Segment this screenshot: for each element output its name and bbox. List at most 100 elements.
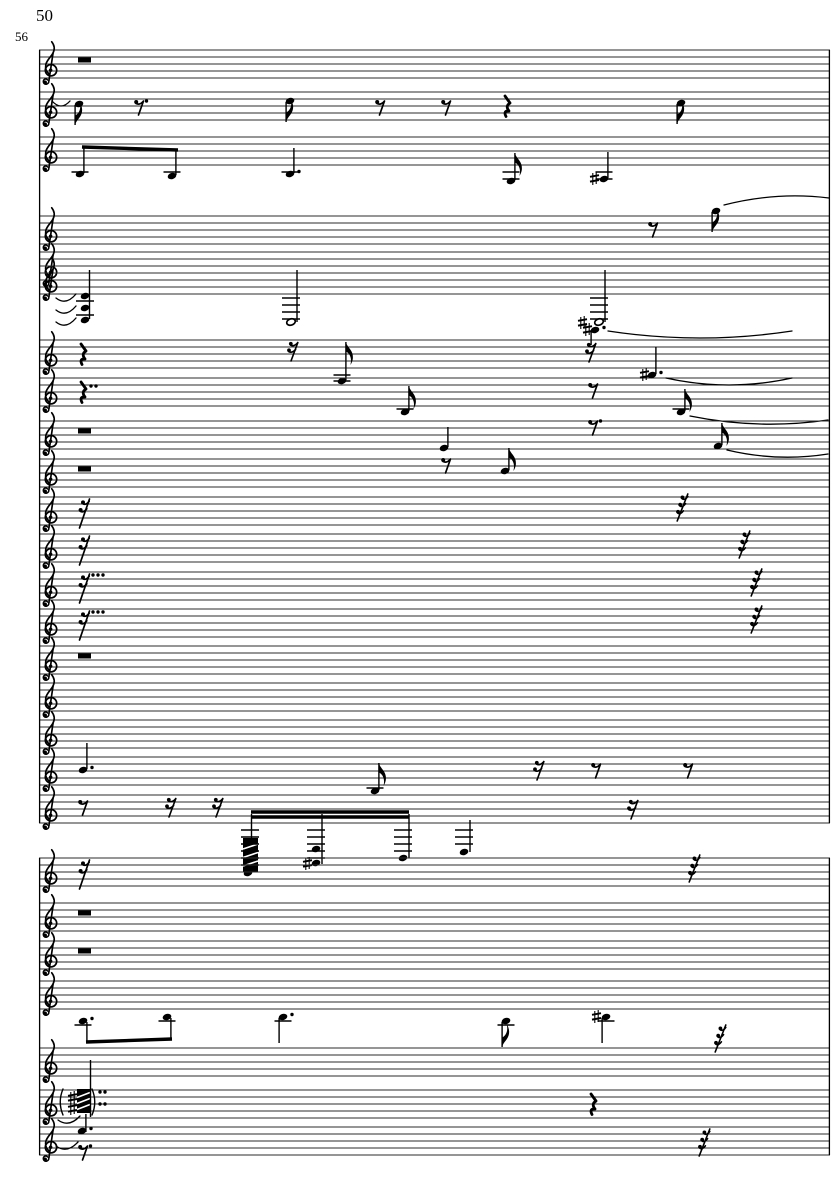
notehead <box>167 172 177 180</box>
staff-lines <box>39 902 830 932</box>
staff-lines <box>39 645 830 675</box>
circle <box>78 1145 83 1149</box>
note <box>74 1016 94 1026</box>
sixteenth-rest <box>533 760 545 781</box>
whole-rest <box>78 948 91 954</box>
note <box>78 743 94 774</box>
augmentation-dot <box>659 370 663 375</box>
sixteenth-rest <box>212 797 224 818</box>
staff-21 <box>39 893 830 939</box>
circle <box>752 577 757 582</box>
path <box>714 1024 727 1053</box>
path <box>78 535 91 566</box>
flag-icon <box>502 1024 510 1047</box>
staff-lines <box>39 794 830 824</box>
staff-lines <box>39 91 830 121</box>
notehead <box>78 1017 88 1025</box>
notehead <box>506 177 516 185</box>
staff-26 <box>39 1114 830 1163</box>
tie-curve <box>55 305 77 314</box>
path <box>79 800 89 816</box>
path <box>750 605 763 634</box>
note <box>502 153 522 185</box>
notehead <box>285 317 297 327</box>
flag-icon <box>75 102 83 125</box>
tie-curve <box>55 317 77 326</box>
circle <box>688 870 692 875</box>
line <box>67 1098 78 1102</box>
path <box>78 573 91 604</box>
note <box>396 386 416 416</box>
flag-icon <box>408 386 416 409</box>
thirtysecond-rest <box>698 1128 711 1157</box>
note <box>274 1012 294 1043</box>
augmentation-dot <box>89 1126 93 1131</box>
flag-icon <box>721 423 729 446</box>
notehead <box>439 444 449 452</box>
thirtysecond-rest <box>714 1024 727 1053</box>
circle <box>375 100 380 104</box>
thirtysecond-rest <box>688 854 701 883</box>
note <box>311 845 321 853</box>
staff-lines <box>39 458 830 488</box>
notehead <box>78 766 88 774</box>
line <box>589 174 600 178</box>
staff-16 <box>39 673 830 719</box>
notehead <box>713 442 723 450</box>
secondary-measure-number: 56 <box>15 29 28 44</box>
flag-icon <box>508 448 516 471</box>
path <box>649 222 659 238</box>
path <box>78 859 91 890</box>
notehead <box>647 371 657 379</box>
sharp-icon <box>589 172 600 185</box>
staff-6 <box>39 256 830 329</box>
note <box>672 389 692 416</box>
staff-lines <box>39 533 830 563</box>
circle <box>680 495 685 500</box>
staff-lines <box>39 1047 830 1077</box>
notehead <box>593 317 605 327</box>
path <box>442 100 452 116</box>
note <box>311 859 321 867</box>
note <box>80 304 90 312</box>
parenthesis <box>91 1088 96 1116</box>
note <box>80 316 90 324</box>
tie-curve <box>726 449 829 458</box>
circle <box>750 621 754 626</box>
augmentation-dot <box>98 1102 102 1106</box>
notehead <box>80 292 90 300</box>
augmentation-dot <box>101 610 105 614</box>
circle <box>441 100 446 104</box>
beam <box>85 1037 173 1044</box>
note <box>163 149 181 180</box>
path <box>536 760 545 781</box>
path <box>630 799 639 820</box>
path <box>168 797 177 818</box>
sixteenth-rest-slashed <box>78 573 105 604</box>
cluster-hatch <box>242 851 259 859</box>
path <box>588 342 597 363</box>
circle <box>742 532 747 537</box>
system-measure-number: 50 <box>36 6 53 25</box>
augmentation-dot <box>144 99 149 103</box>
staff-lines <box>39 1089 830 1119</box>
notehead <box>77 1127 87 1135</box>
augmentation-dot <box>96 610 100 614</box>
line <box>639 375 650 379</box>
circle <box>690 863 695 868</box>
sixteenth-rest <box>585 342 597 363</box>
path <box>376 100 386 116</box>
staff-7 <box>39 323 830 385</box>
circle <box>678 502 683 507</box>
augmentation-dot <box>91 610 95 614</box>
circle <box>692 856 697 861</box>
circle <box>648 222 653 226</box>
staff-15 <box>39 636 830 682</box>
staff-19 <box>39 785 830 877</box>
tie-curve <box>689 415 829 425</box>
whole-rest <box>78 910 91 916</box>
augmentation-dot <box>98 1090 102 1094</box>
note <box>77 1126 93 1135</box>
note <box>74 100 84 125</box>
